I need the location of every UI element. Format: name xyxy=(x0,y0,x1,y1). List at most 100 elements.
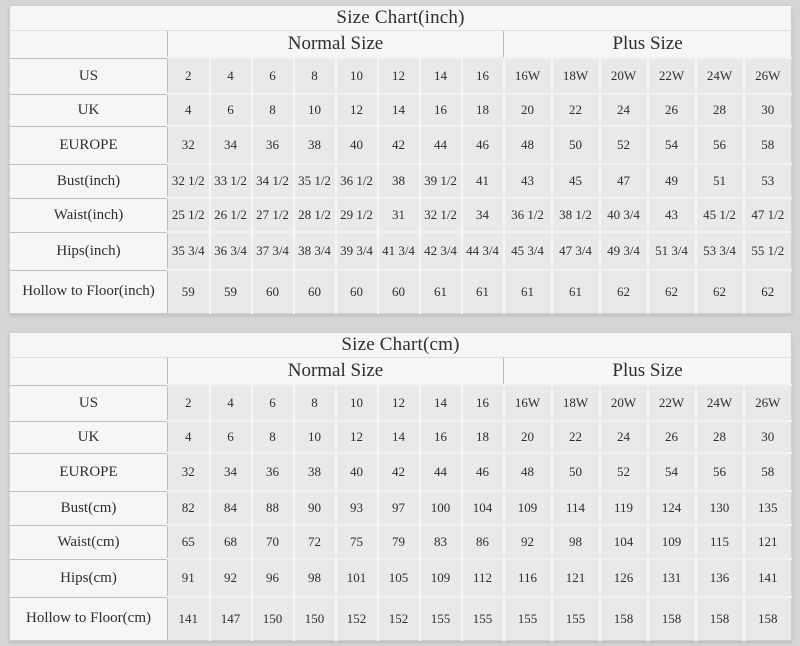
size-cell: 49 xyxy=(646,163,696,198)
plus-size-header: Plus Size xyxy=(502,357,792,385)
size-cell: 121 xyxy=(742,524,792,559)
size-cell: 30 xyxy=(742,420,792,453)
size-cell: 131 xyxy=(646,558,696,597)
size-cell: 36 xyxy=(250,452,294,491)
size-cell: 14 xyxy=(376,93,420,126)
size-cell: 34 xyxy=(208,452,252,491)
size-cell: 115 xyxy=(694,524,744,559)
size-cell: 158 xyxy=(694,596,744,641)
size-cell: 16 xyxy=(418,93,462,126)
size-cell: 61 xyxy=(550,269,600,314)
size-cell: 42 xyxy=(376,452,420,491)
size-cell: 22 xyxy=(550,420,600,453)
size-cell: 112 xyxy=(460,558,504,597)
size-cell: 109 xyxy=(646,524,696,559)
size-cell: 41 xyxy=(460,163,504,198)
size-cell: 51 xyxy=(694,163,744,198)
size-cell: 8 xyxy=(292,384,336,421)
size-cell: 40 xyxy=(334,452,378,491)
size-cell: 44 xyxy=(418,452,462,491)
size-cell: 14 xyxy=(418,57,462,94)
size-cell: 12 xyxy=(376,384,420,421)
size-cell: 34 xyxy=(208,125,252,164)
size-chart-inch-table: Size Chart(inch) Normal Size Plus Size US 2 4… xyxy=(9,5,793,314)
size-cell: 54 xyxy=(646,125,696,164)
size-cell: 4 xyxy=(208,57,252,94)
size-cell: 96 xyxy=(250,558,294,597)
size-cell: 8 xyxy=(250,93,294,126)
row-label: Hips(inch) xyxy=(9,231,168,270)
size-cell: 47 1/2 xyxy=(742,197,792,232)
size-cell: 44 3/4 xyxy=(460,231,504,270)
table-title: Size Chart(cm) xyxy=(341,334,460,355)
size-cell: 155 xyxy=(502,596,552,641)
size-cell: 6 xyxy=(250,57,294,94)
size-cell: 16 xyxy=(418,420,462,453)
size-cell: 34 1/2 xyxy=(250,163,294,198)
size-cell: 50 xyxy=(550,125,600,164)
size-cell: 16W xyxy=(502,57,552,94)
size-cell: 101 xyxy=(334,558,378,597)
size-cell: 36 1/2 xyxy=(502,197,552,232)
size-cell: 62 xyxy=(646,269,696,314)
size-cell: 37 3/4 xyxy=(250,231,294,270)
size-cell: 98 xyxy=(550,524,600,559)
size-cell: 18 xyxy=(460,420,504,453)
size-cell: 92 xyxy=(208,558,252,597)
size-cell: 14 xyxy=(376,420,420,453)
size-cell: 33 1/2 xyxy=(208,163,252,198)
size-cell: 28 xyxy=(694,420,744,453)
size-cell: 24 xyxy=(598,93,648,126)
size-cell: 158 xyxy=(646,596,696,641)
size-cell: 97 xyxy=(376,490,420,525)
size-cell: 4 xyxy=(167,420,210,453)
size-cell: 43 xyxy=(502,163,552,198)
size-cell: 52 xyxy=(598,452,648,491)
size-cell: 141 xyxy=(167,596,210,641)
size-cell: 92 xyxy=(502,524,552,559)
size-cell: 79 xyxy=(376,524,420,559)
size-cell: 53 3/4 xyxy=(694,231,744,270)
size-cell: 40 xyxy=(334,125,378,164)
size-cell: 155 xyxy=(460,596,504,641)
size-cell: 50 xyxy=(550,452,600,491)
size-cell: 27 1/2 xyxy=(250,197,294,232)
normal-size-header: Normal Size xyxy=(167,357,504,385)
size-cell: 150 xyxy=(292,596,336,641)
size-cell: 14 xyxy=(418,384,462,421)
size-cell: 48 xyxy=(502,452,552,491)
size-cell: 62 xyxy=(694,269,744,314)
size-cell: 119 xyxy=(598,490,648,525)
row-label: Hollow to Floor(cm) xyxy=(9,596,168,641)
size-cell: 25 1/2 xyxy=(167,197,210,232)
size-cell: 18W xyxy=(550,384,600,421)
size-cell: 98 xyxy=(292,558,336,597)
size-cell: 45 xyxy=(550,163,600,198)
size-cell: 38 xyxy=(376,163,420,198)
corner-cell xyxy=(9,30,168,58)
size-cell: 59 xyxy=(167,269,210,314)
size-cell: 82 xyxy=(167,490,210,525)
size-cell: 6 xyxy=(250,384,294,421)
size-cell: 147 xyxy=(208,596,252,641)
size-cell: 20W xyxy=(598,384,648,421)
size-cell: 38 xyxy=(292,452,336,491)
row-label: Hollow to Floor(inch) xyxy=(9,269,168,314)
row-label: US xyxy=(9,384,168,421)
size-cell: 114 xyxy=(550,490,600,525)
size-cell: 52 xyxy=(598,125,648,164)
row-label: UK xyxy=(9,420,168,453)
plus-size-header: Plus Size xyxy=(502,30,792,58)
size-cell: 42 xyxy=(376,125,420,164)
size-cell: 83 xyxy=(418,524,462,559)
size-cell: 121 xyxy=(550,558,600,597)
size-cell: 32 1/2 xyxy=(167,163,210,198)
size-cell: 10 xyxy=(334,384,378,421)
size-cell: 88 xyxy=(250,490,294,525)
size-cell: 60 xyxy=(334,269,378,314)
size-cell: 26W xyxy=(742,384,792,421)
size-cell: 28 xyxy=(694,93,744,126)
size-cell: 126 xyxy=(598,558,648,597)
size-cell: 10 xyxy=(334,57,378,94)
size-cell: 47 xyxy=(598,163,648,198)
